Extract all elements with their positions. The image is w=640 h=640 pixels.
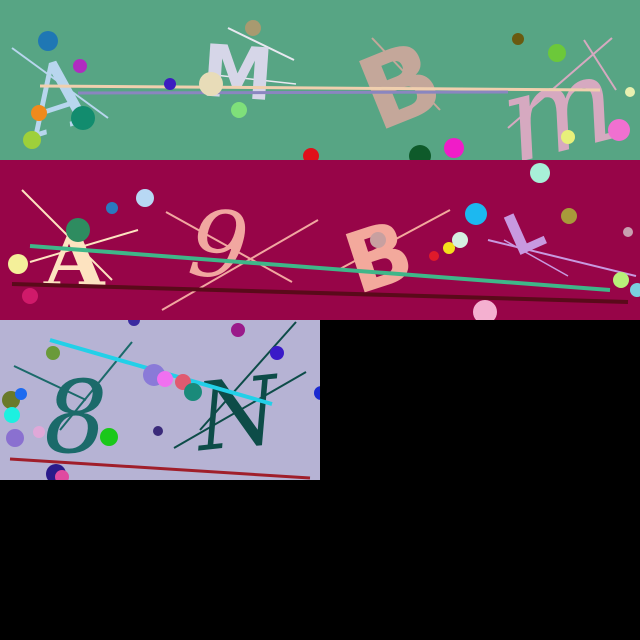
top-panel-canvas: A M B m bbox=[2, 17, 635, 160]
noise-dot bbox=[4, 407, 20, 423]
noise-dot bbox=[100, 428, 118, 446]
noise-dot bbox=[106, 202, 118, 214]
strike-line bbox=[29, 244, 611, 292]
noise-dot bbox=[548, 44, 566, 62]
noise-line bbox=[371, 37, 441, 111]
noise-dot bbox=[630, 283, 640, 297]
noise-dot bbox=[136, 189, 154, 207]
noise-dot bbox=[66, 218, 90, 242]
noise-dot bbox=[31, 105, 47, 121]
noise-dot bbox=[473, 300, 497, 320]
noise-dot bbox=[8, 254, 28, 274]
noise-line bbox=[11, 47, 109, 119]
noise-line bbox=[205, 73, 297, 85]
noise-line bbox=[583, 39, 617, 91]
noise-dot bbox=[71, 106, 95, 130]
noise-dot bbox=[444, 138, 464, 158]
noise-dot bbox=[561, 130, 575, 144]
noise-line bbox=[13, 365, 87, 401]
noise-dot bbox=[23, 131, 41, 149]
noise-line bbox=[29, 229, 139, 263]
noise-line bbox=[337, 209, 451, 271]
noise-dot bbox=[153, 426, 163, 436]
strike-line bbox=[39, 84, 601, 92]
noise-dot bbox=[128, 320, 140, 326]
noise-dot bbox=[608, 119, 630, 141]
noise-dot bbox=[46, 346, 60, 360]
noise-line bbox=[161, 219, 319, 311]
captcha-char-8: L bbox=[495, 196, 554, 270]
strike-line bbox=[11, 282, 629, 304]
noise-dot bbox=[270, 346, 284, 360]
noise-dot bbox=[452, 232, 468, 248]
middle-panel-canvas: A 9 B L bbox=[8, 163, 640, 320]
noise-dot bbox=[303, 148, 319, 160]
noise-dot bbox=[443, 242, 455, 254]
noise-dot bbox=[184, 383, 202, 401]
noise-dot bbox=[231, 102, 247, 118]
noise-line bbox=[227, 27, 295, 61]
captcha-char-6: 9 bbox=[184, 189, 253, 302]
noise-dot bbox=[314, 386, 320, 400]
noise-line bbox=[507, 37, 613, 129]
noise-dot bbox=[55, 470, 69, 480]
noise-line bbox=[487, 239, 637, 277]
noise-dot bbox=[15, 388, 27, 400]
captcha-char-9: 8 bbox=[44, 359, 108, 476]
noise-dot bbox=[613, 272, 629, 288]
noise-line bbox=[503, 239, 569, 277]
noise-dot bbox=[429, 251, 439, 261]
noise-dot bbox=[22, 288, 38, 304]
bottom-panel-canvas: 8 N bbox=[2, 320, 320, 480]
noise-dot bbox=[199, 72, 223, 96]
noise-dot bbox=[409, 145, 431, 160]
noise-dot bbox=[561, 208, 577, 224]
captcha-panel-top: A M B m bbox=[0, 0, 640, 160]
noise-dot bbox=[370, 232, 386, 248]
captcha-char-1: A bbox=[2, 37, 106, 160]
noise-dot bbox=[73, 59, 87, 73]
noise-dot bbox=[157, 371, 173, 387]
noise-line bbox=[199, 321, 297, 431]
noise-dot bbox=[245, 20, 261, 36]
noise-line bbox=[59, 341, 133, 431]
noise-dot bbox=[623, 227, 633, 237]
noise-dot bbox=[512, 33, 524, 45]
noise-dot bbox=[33, 426, 45, 438]
noise-dot bbox=[164, 78, 176, 90]
strike-line bbox=[77, 90, 509, 95]
strike-line bbox=[9, 457, 311, 480]
captcha-char-3: B bbox=[343, 17, 458, 154]
noise-line bbox=[21, 189, 113, 281]
captcha-panel-middle: A 9 B L bbox=[0, 160, 640, 320]
noise-dot bbox=[38, 31, 58, 51]
noise-dot bbox=[625, 87, 635, 97]
noise-line bbox=[165, 211, 293, 283]
noise-dot bbox=[465, 203, 487, 225]
captcha-char-10: N bbox=[189, 356, 287, 473]
noise-dot bbox=[530, 163, 550, 183]
noise-dot bbox=[6, 429, 24, 447]
noise-line bbox=[173, 371, 307, 449]
captcha-panel-bottom: 8 N bbox=[0, 320, 320, 480]
noise-dot bbox=[231, 323, 245, 337]
